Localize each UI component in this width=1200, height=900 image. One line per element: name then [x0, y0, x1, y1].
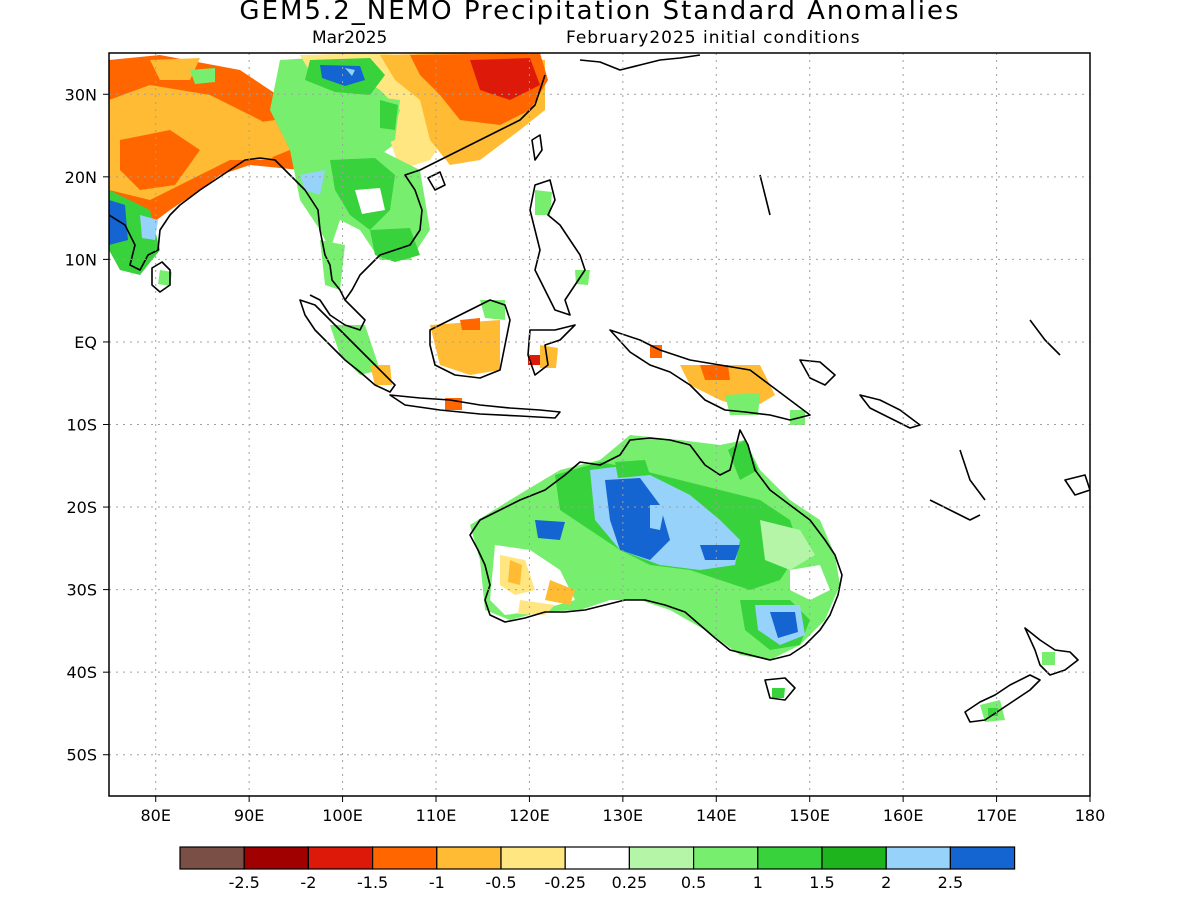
- lat-tick-label: 40S: [66, 663, 97, 682]
- color-legend: [179, 846, 1016, 870]
- lon-tick-label: 120E: [509, 806, 550, 825]
- anomaly-field: [109, 53, 1055, 722]
- legend-label: 1.5: [809, 873, 834, 892]
- legend-label: 2: [881, 873, 891, 892]
- latitude-ticks: 30N 20N 10N EQ 10S 20S 30S 40S 50S: [65, 85, 109, 765]
- lon-tick-label: 100E: [322, 806, 363, 825]
- legend-label: -1.5: [357, 873, 388, 892]
- legend-swatch: [372, 846, 438, 870]
- initial-conditions: February2025 initial conditions: [566, 28, 861, 48]
- longitude-ticks: 80E 90E 100E 110E 120E 130E 140E 150E 160E 170E 18…: [140, 796, 1105, 825]
- legend-label: 0.5: [681, 873, 706, 892]
- legend-swatch: [179, 846, 245, 870]
- legend-swatch: [692, 846, 759, 870]
- lon-tick-label: 140E: [696, 806, 737, 825]
- lon-tick-label: 160E: [883, 806, 924, 825]
- legend-label: 1: [753, 873, 763, 892]
- legend-swatch: [500, 846, 566, 870]
- legend-label: -0.25: [544, 873, 585, 892]
- lon-tick-label: 150E: [789, 806, 830, 825]
- legend-swatch: [949, 846, 1016, 870]
- legend-label: -2.5: [229, 873, 260, 892]
- legend-swatch: [564, 846, 631, 870]
- lat-tick-label: 10S: [66, 416, 97, 435]
- lat-tick-label: 20S: [66, 498, 97, 517]
- lat-tick-label: 50S: [66, 746, 97, 765]
- legend-label: -0.5: [485, 873, 516, 892]
- valid-month: Mar2025: [312, 28, 388, 48]
- lat-tick-label: 20N: [65, 168, 97, 187]
- lat-tick-label: EQ: [74, 333, 97, 352]
- legend-label: 2.5: [938, 873, 963, 892]
- new-zealand-anomalies: [980, 652, 1055, 722]
- legend-swatch: [757, 846, 823, 870]
- legend-swatch: [821, 846, 887, 870]
- lon-tick-label: 90E: [234, 806, 264, 825]
- lat-tick-label: 10N: [65, 250, 97, 269]
- lon-tick-label: 170E: [976, 806, 1017, 825]
- australia-anomalies: [470, 435, 840, 698]
- lon-tick-label: 180: [1075, 806, 1106, 825]
- asia-anomalies: [109, 53, 590, 290]
- lon-tick-label: 110E: [416, 806, 457, 825]
- legend-swatch: [243, 846, 309, 870]
- lon-tick-label: 130E: [603, 806, 644, 825]
- legend-swatch: [628, 846, 695, 870]
- legend-swatch: [307, 846, 374, 870]
- lat-tick-label: 30S: [66, 581, 97, 600]
- legend-label: -1: [429, 873, 445, 892]
- map-title: GEM5.2_NEMO Precipitation Standard Anoma…: [239, 0, 961, 26]
- legend-swatch: [885, 846, 952, 870]
- lat-tick-label: 30N: [65, 85, 97, 104]
- maritime-anomalies: [330, 300, 805, 425]
- legend-swatch: [436, 846, 502, 870]
- map-gridlines: [109, 53, 1090, 796]
- legend-labels: -2.5 -2 -1.5 -1 -0.5 -0.25 0.25 0.5 1 1.5 2 2.5: [229, 873, 964, 892]
- coastlines: [109, 54, 1090, 723]
- legend-label: 0.25: [612, 873, 648, 892]
- lon-tick-label: 80E: [140, 806, 170, 825]
- legend-label: -2: [300, 873, 316, 892]
